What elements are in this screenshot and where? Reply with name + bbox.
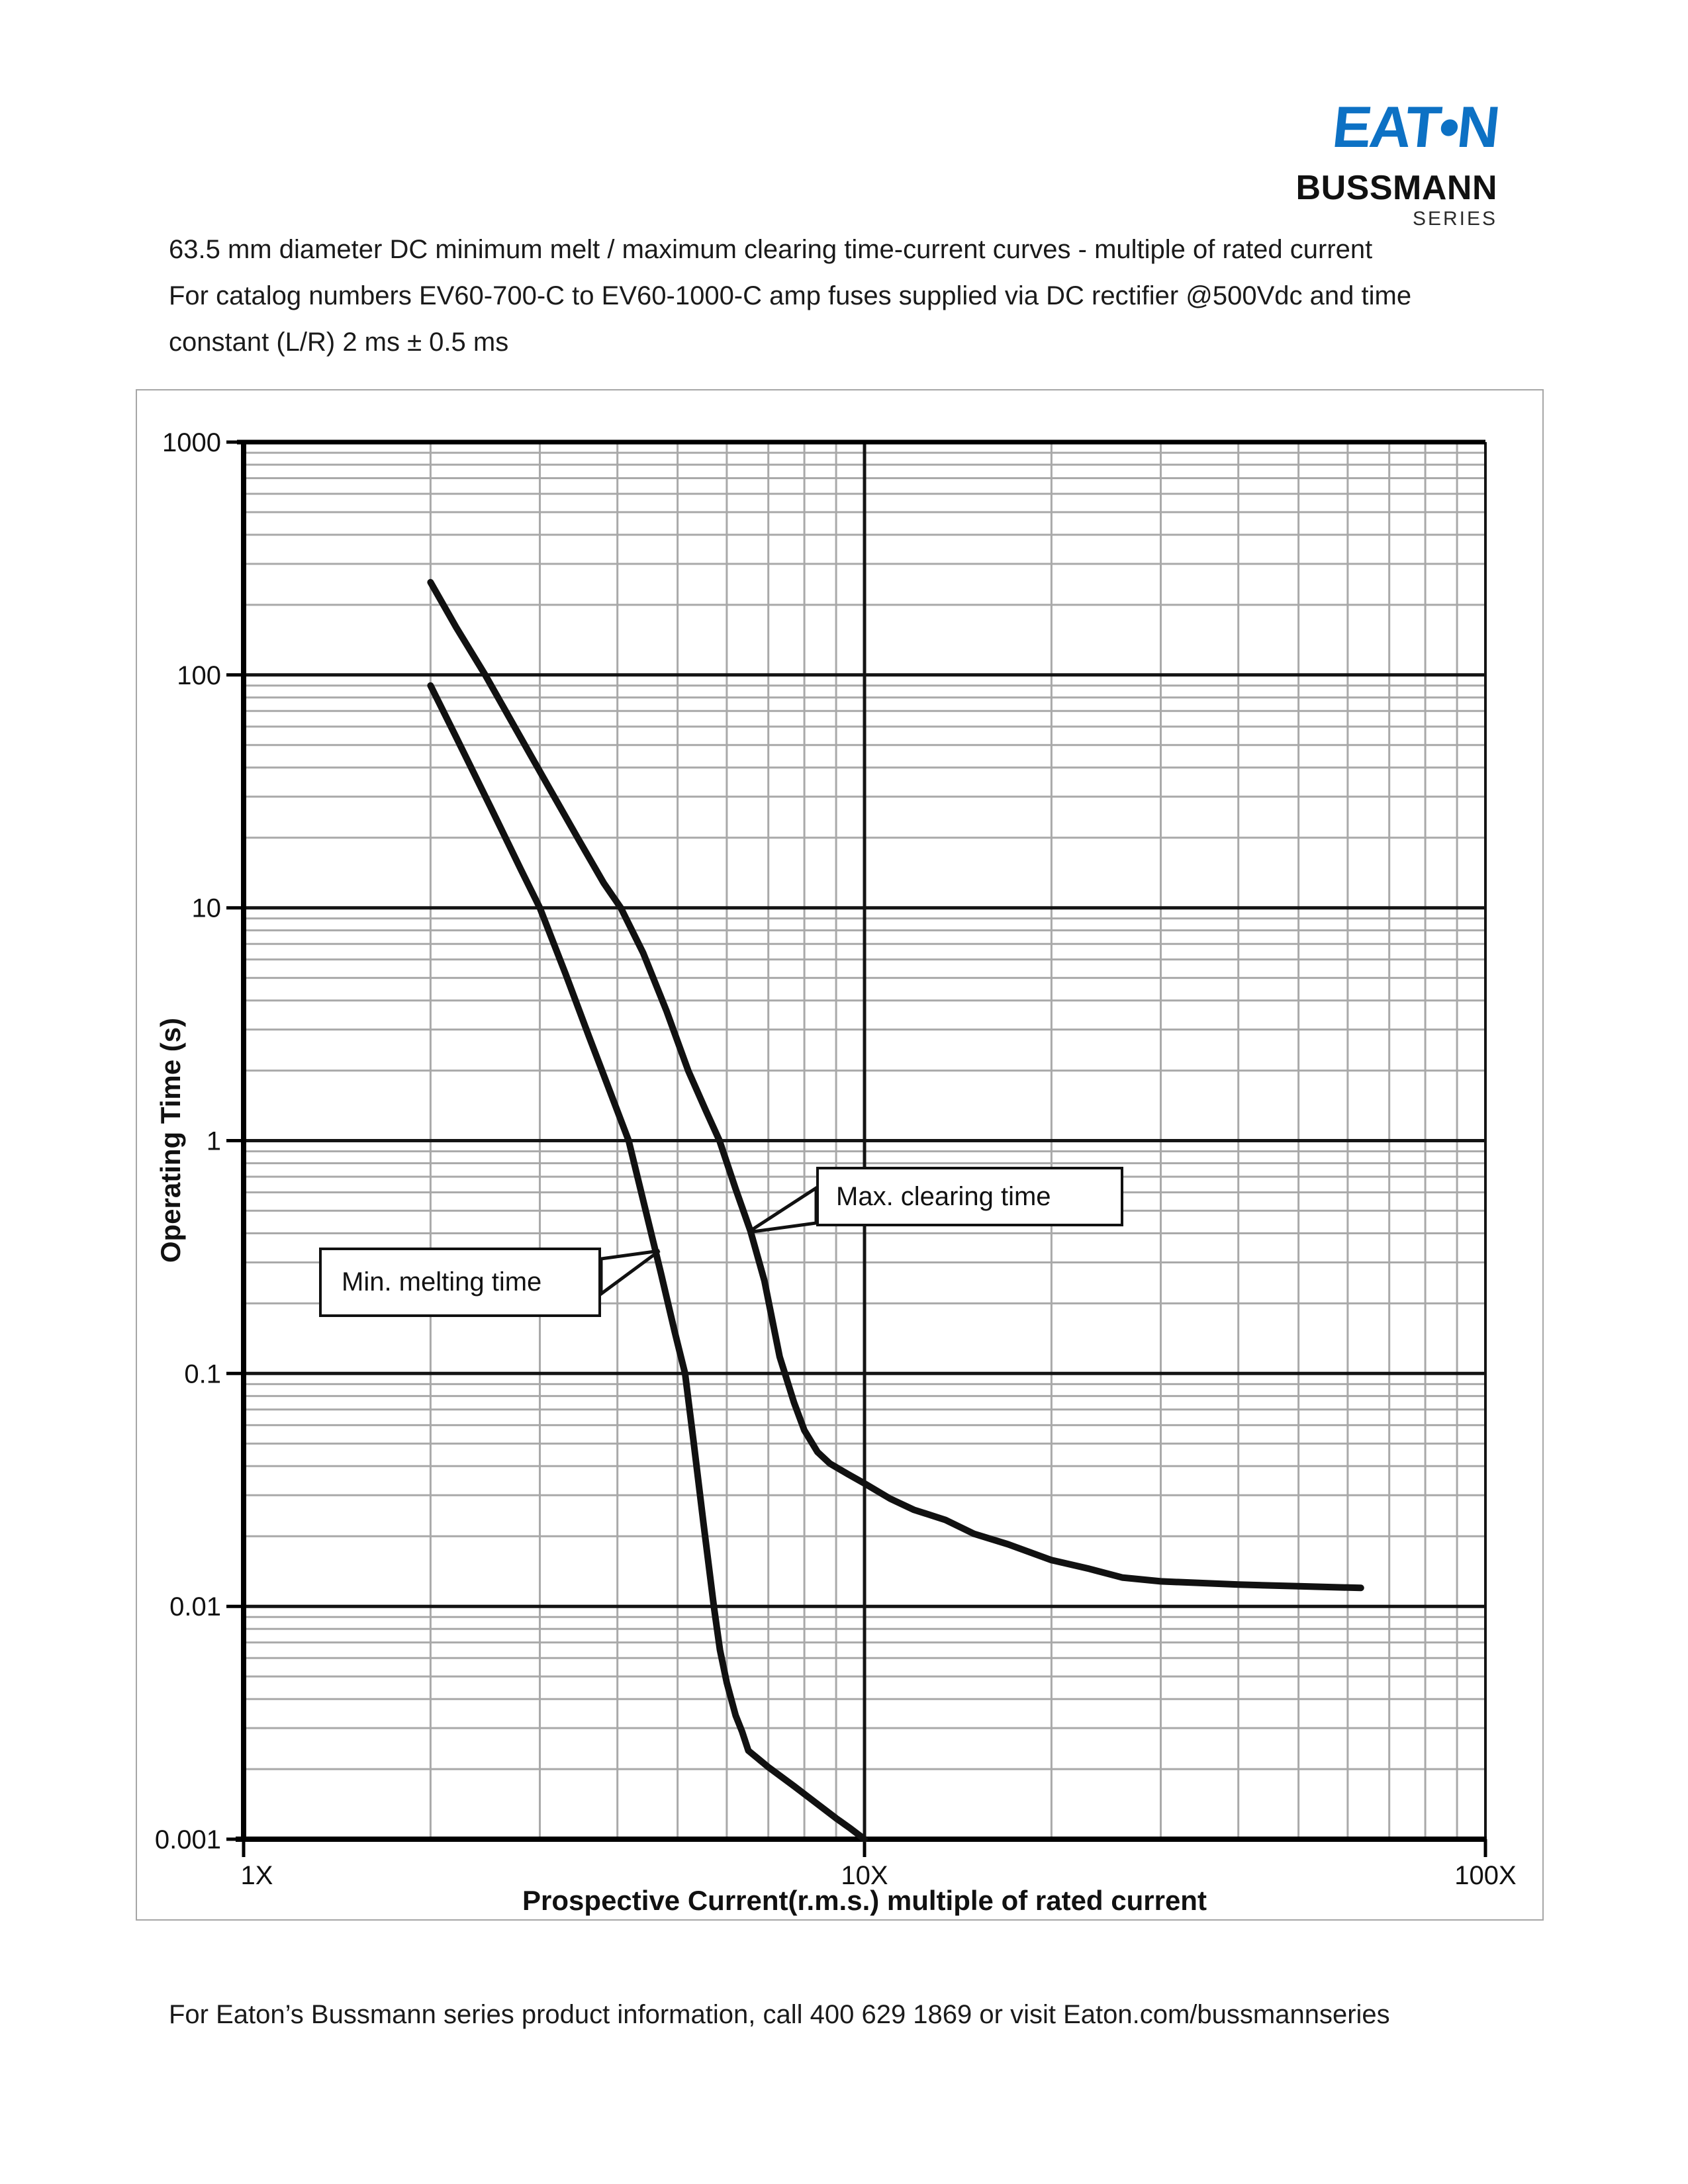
callout-min-melting-time: Min. melting time: [319, 1248, 601, 1317]
x-tick-label: 10X: [841, 1861, 888, 1890]
title-line-2: For catalog numbers EV60-700-C to EV60-1…: [169, 281, 1412, 310]
footer-text: For Eaton’s Bussmann series product info…: [169, 2000, 1390, 2029]
callout-min-label: Min. melting time: [342, 1267, 542, 1297]
x-axis-title: Prospective Current(r.m.s.) multiple of …: [522, 1885, 1207, 1916]
eaton-bussmann-logo: EAT•N BUSSMANN SERIES: [1295, 94, 1501, 230]
bussmann-wordmark: BUSSMANN: [1295, 169, 1497, 207]
title-line-1: 63.5 mm diameter DC minimum melt / maxim…: [169, 235, 1373, 264]
x-tick-labels: 1X 10X 100X: [241, 1861, 1517, 1890]
y-axis-title: Operating Time (s): [155, 1017, 186, 1263]
min-melting-curve: [427, 682, 868, 1843]
y-tick-label: 10: [192, 894, 222, 923]
callout-max-label: Max. clearing time: [836, 1181, 1051, 1211]
callout-max-clearing-time: Max. clearing time: [816, 1167, 1123, 1226]
y-tick-labels: 1000 100 10 1 0.1 0.01 0.001: [155, 428, 221, 1854]
time-current-curve-chart: 1000 100 10 1 0.1 0.01 0.001 1X 10X 100X: [155, 428, 1517, 1890]
x-tick-label: 1X: [241, 1861, 273, 1890]
x-tick-label: 100X: [1454, 1861, 1516, 1890]
max-clearing-curve: [427, 578, 1364, 1592]
chart-title-block: 63.5 mm diameter DC minimum melt / maxim…: [169, 226, 1493, 365]
y-tick-label: 1: [207, 1127, 221, 1156]
y-tick-label: 1000: [162, 428, 221, 457]
major-gridlines: [244, 442, 1487, 1857]
y-tick-label: 0.01: [169, 1592, 221, 1621]
title-line-3: constant (L/R) 2 ms ± 0.5 ms: [169, 328, 509, 357]
chart-frame: [136, 389, 1544, 1921]
eaton-wordmark: EAT•N: [1329, 94, 1501, 159]
y-tick-label: 100: [177, 661, 221, 690]
y-tick-label: 0.001: [155, 1825, 221, 1854]
series-wordmark: SERIES: [1412, 208, 1497, 230]
callout-pointer-min: [599, 1249, 661, 1297]
y-tick-label: 0.1: [184, 1359, 221, 1388]
